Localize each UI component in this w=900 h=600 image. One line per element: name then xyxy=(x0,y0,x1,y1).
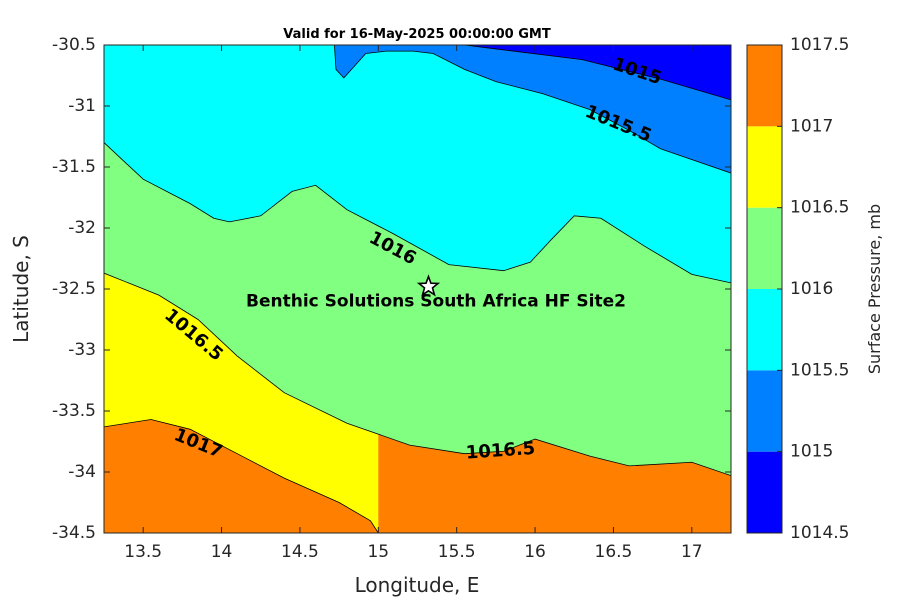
x-tick-label: 16 xyxy=(524,542,546,562)
colorbar-tick-label: 1014.5 xyxy=(790,523,849,543)
contour-line-1015.5 xyxy=(334,45,731,174)
colorbar-label: Surface Pressure, mb xyxy=(865,204,884,374)
y-axis-ticks: -30.5 -31 -31.5 -32 -32.5 -33 -33.5 -34 -34.5 xyxy=(52,35,731,543)
y-tick-label: -33.5 xyxy=(52,401,96,421)
colorbar-tick-label: 1016.5 xyxy=(790,198,849,218)
colorbar-swatch xyxy=(747,451,782,533)
x-axis-label: Longitude, E xyxy=(355,573,480,597)
colorbar-tick-label: 1015 xyxy=(790,442,833,462)
y-tick-label: -32.5 xyxy=(52,279,96,299)
contour-line-1017 xyxy=(104,419,379,533)
y-tick-label: -31 xyxy=(68,96,96,116)
x-axis-ticks: 13.5 14 14.5 15 15.5 16 16.5 17 xyxy=(124,45,703,562)
y-tick-label: -34 xyxy=(68,462,96,482)
y-tick-label: -33 xyxy=(68,340,96,360)
y-tick-label: -34.5 xyxy=(52,523,96,543)
x-tick-label: 14.5 xyxy=(281,542,319,562)
contour-lines xyxy=(104,45,731,533)
colorbar: 1014.5 1015 1015.5 1016 1016.5 1017 1017.5 xyxy=(746,35,849,543)
site-label: Benthic Solutions South Africa HF Site2 xyxy=(246,292,626,312)
contour-fill-1015.5 xyxy=(334,45,731,174)
contour-fill-1015 xyxy=(464,45,731,100)
x-tick-label: 17 xyxy=(681,542,703,562)
contour-line-1015 xyxy=(464,45,731,101)
colorbar-swatch xyxy=(747,370,782,452)
colorbar-tick-label: 1017 xyxy=(790,116,833,136)
y-axis-label: Latitude, S xyxy=(9,235,33,343)
annotation-layer: Benthic Solutions South Africa HF Site2 xyxy=(246,274,626,312)
colorbar-tick-label: 1015.5 xyxy=(790,360,849,380)
colorbar-swatch xyxy=(747,45,782,127)
colorbar-tick-label: 1017.5 xyxy=(790,35,849,55)
x-tick-label: 15.5 xyxy=(438,542,476,562)
chart-title: Valid for 16-May-2025 00:00:00 GMT xyxy=(283,27,551,42)
colorbar-swatch xyxy=(747,207,782,289)
x-tick-label: 13.5 xyxy=(124,542,162,562)
contour-line-1016 xyxy=(104,142,731,284)
colorbar-swatch xyxy=(747,126,782,208)
y-tick-label: -30.5 xyxy=(52,35,96,55)
y-tick-label: -32 xyxy=(68,218,96,238)
x-tick-label: 16.5 xyxy=(595,542,633,562)
contour-line-1016.5 xyxy=(104,272,731,477)
x-tick-label: 15 xyxy=(367,542,389,562)
site-star-marker xyxy=(416,274,441,297)
colorbar-tick-label: 1016 xyxy=(790,279,833,299)
contour-fills xyxy=(104,45,731,533)
colorbar-swatch xyxy=(747,289,782,371)
y-tick-label: -31.5 xyxy=(52,157,96,177)
x-tick-label: 14 xyxy=(211,542,233,562)
contour-label: 1016.5 xyxy=(465,438,536,464)
